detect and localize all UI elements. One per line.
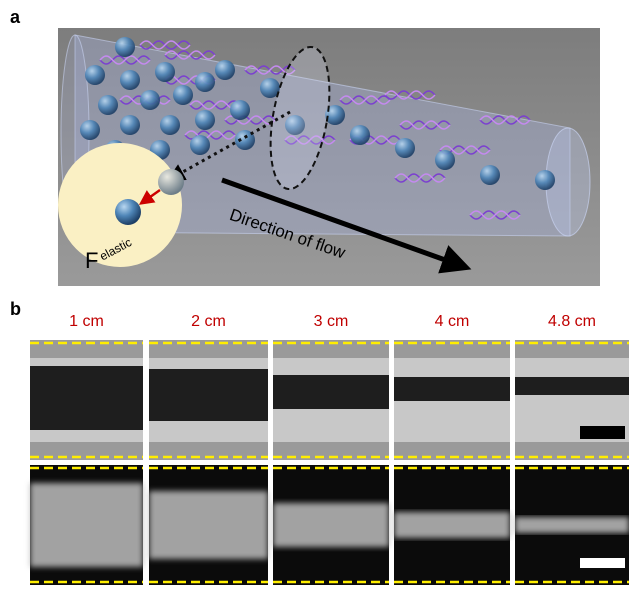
- column-label: 2 cm: [191, 313, 226, 330]
- particle: [120, 115, 140, 135]
- particle: [155, 62, 175, 82]
- particle: [160, 115, 180, 135]
- force-label: F: [85, 248, 98, 273]
- particle: [85, 65, 105, 85]
- fluorescent-band: [515, 517, 629, 533]
- panel-b: 1 cm 2 cm 3 cm 4 cm 4.8 cm: [30, 313, 629, 585]
- particle: [120, 70, 140, 90]
- particle: [435, 150, 455, 170]
- figure: a F elastic Direction of flow b 1 cm 2 cm…: [0, 0, 629, 589]
- particle: [230, 100, 250, 120]
- particle-band: [149, 369, 268, 421]
- particle: [115, 37, 135, 57]
- particle-band: [394, 377, 510, 401]
- fluorescent-band: [30, 483, 143, 567]
- column-label: 1 cm: [69, 313, 104, 330]
- particle: [195, 72, 215, 92]
- particle: [215, 60, 235, 80]
- scale-bar: [580, 558, 625, 568]
- panel-a: F elastic Direction of flow: [58, 28, 600, 286]
- column-label: 4 cm: [435, 313, 470, 330]
- column-label: 3 cm: [314, 313, 349, 330]
- fluorescent-band: [273, 503, 389, 547]
- particle-band: [273, 375, 389, 409]
- particle: [535, 170, 555, 190]
- column-label: 4.8 cm: [548, 313, 596, 330]
- particle: [395, 138, 415, 158]
- particle: [173, 85, 193, 105]
- particle: [350, 125, 370, 145]
- particle: [195, 110, 215, 130]
- panel-label: a: [10, 7, 21, 27]
- fluorescent-band: [149, 491, 268, 559]
- particle: [140, 90, 160, 110]
- particle-band: [515, 377, 629, 395]
- particle-band: [30, 366, 143, 430]
- particle: [158, 169, 184, 195]
- fluorescent-band: [394, 512, 510, 538]
- particle: [115, 199, 141, 225]
- particle: [190, 135, 210, 155]
- particle: [80, 120, 100, 140]
- scale-bar: [580, 426, 625, 439]
- particle: [98, 95, 118, 115]
- particle: [480, 165, 500, 185]
- panel-label: b: [10, 299, 21, 319]
